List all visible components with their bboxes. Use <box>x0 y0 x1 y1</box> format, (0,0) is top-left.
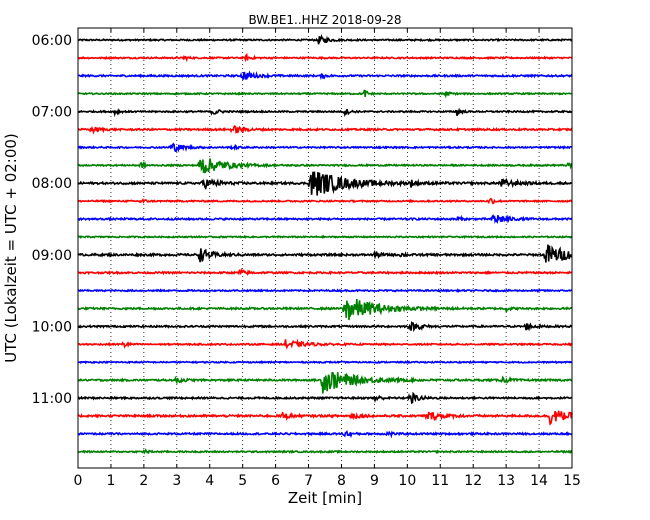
y-tick-label: 11:00 <box>32 391 72 407</box>
trace-line-1030 <box>77 360 573 365</box>
trace-line-0915 <box>77 267 573 276</box>
seismic-traces <box>77 34 573 455</box>
x-tick-label: 0 <box>74 473 83 489</box>
trace-line-1115 <box>78 410 573 426</box>
trace-line-0600 <box>77 34 572 45</box>
x-tick-label: 5 <box>238 473 247 489</box>
x-tick-label: 1 <box>106 473 115 489</box>
plot-frame <box>77 27 573 469</box>
trace-line-0715 <box>77 125 573 135</box>
y-axis-label: UTC (Lokalzeit = UTC + 02:00) <box>2 133 20 363</box>
trace-line-1015 <box>77 338 573 350</box>
y-tick-label: 08:00 <box>32 176 72 192</box>
x-tick-label: 3 <box>172 473 181 489</box>
trace-line-1045 <box>77 371 573 394</box>
trace-line-0945 <box>78 298 572 321</box>
trace-line-0700 <box>77 107 573 118</box>
plot-background <box>78 28 572 468</box>
x-axis-label: Zeit [min] <box>288 489 362 507</box>
y-tick-label: 10:00 <box>32 319 72 335</box>
trace-line-0815 <box>77 197 573 205</box>
trace-line-0800 <box>77 171 573 196</box>
y-tick-label: 07:00 <box>32 105 72 121</box>
chart-title: BW.BE1..HHZ 2018-09-28 <box>248 13 401 27</box>
trace-line-0830 <box>77 214 573 225</box>
x-tick-label: 13 <box>497 473 515 489</box>
x-tick-label: 14 <box>530 473 548 489</box>
x-tick-label: 9 <box>370 473 379 489</box>
x-tick-label: 12 <box>464 473 482 489</box>
trace-line-0630 <box>77 70 573 81</box>
y-tick-label: 06:00 <box>32 33 72 49</box>
x-tick-label: 6 <box>271 473 280 489</box>
x-tick-label: 11 <box>431 473 449 489</box>
trace-line-1000 <box>77 321 573 333</box>
x-tick-label: 2 <box>139 473 148 489</box>
x-tick-label: 15 <box>563 473 581 489</box>
x-tick-label: 10 <box>398 473 416 489</box>
x-tick-label: 7 <box>304 473 313 489</box>
trace-line-0615 <box>78 53 573 63</box>
trace-line-0845 <box>77 234 573 240</box>
trace-line-0645 <box>77 89 572 99</box>
trace-line-0745 <box>77 158 573 174</box>
y-axis-ticks: 06:00 07:00 08:00 09:00 10:00 11:00 <box>32 33 572 407</box>
x-axis-ticks: 0 1 2 3 4 5 6 7 8 9 10 11 12 13 14 15 <box>74 28 581 489</box>
x-tick-label: 4 <box>205 473 214 489</box>
y-tick-label: 09:00 <box>32 248 72 264</box>
x-tick-label: 8 <box>337 473 346 489</box>
grid-lines <box>110 28 540 468</box>
trace-line-0900 <box>77 244 573 263</box>
trace-line-1130 <box>77 430 573 439</box>
trace-line-0930 <box>77 288 573 293</box>
trace-line-1100 <box>77 391 573 405</box>
trace-line-1145 <box>77 448 573 455</box>
trace-line-0730 <box>77 142 573 153</box>
